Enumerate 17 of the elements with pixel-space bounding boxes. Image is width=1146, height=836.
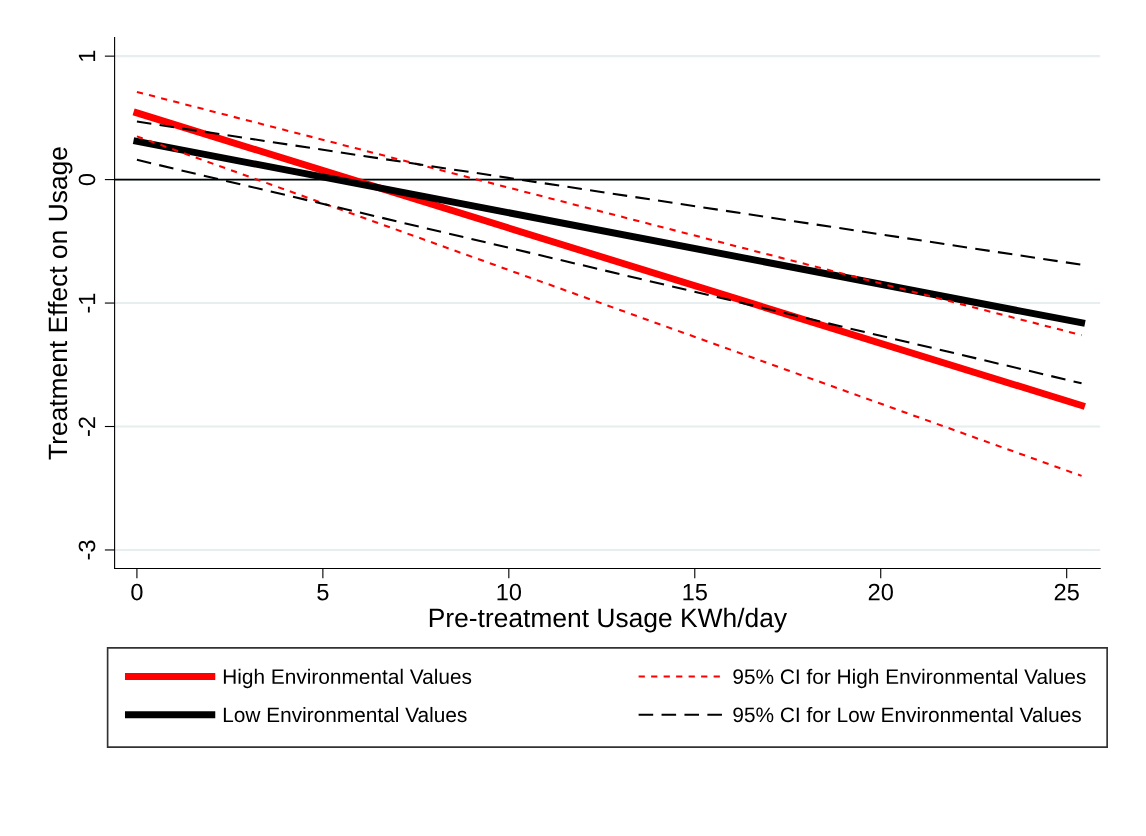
x-axis-title: Pre-treatment Usage KWh/day [429,607,788,633]
legend-label: 95% CI for Low Environmental Values [733,706,1081,723]
y-tick-label: -1 [78,293,96,313]
x-tick-label: 15 [683,583,707,601]
y-tick-label: -3 [78,540,96,560]
x-tick-label: 20 [868,583,893,601]
x-tick-label: 10 [497,583,522,601]
legend-label: Low Environmental Values [223,706,467,723]
legend-label: High Environmental Values [223,668,472,689]
legend-label: 95% CI for High Environmental Values [733,668,1086,689]
y-tick-label: 0 [78,173,96,186]
y-tick-label: 1 [78,50,96,61]
x-tick-label: 5 [317,583,329,601]
x-tick-label: 0 [131,583,143,601]
y-tick-label: -2 [78,417,96,436]
x-tick-label: 25 [1054,583,1079,601]
y-axis-title: Treatment Effect on Usage [47,147,73,460]
